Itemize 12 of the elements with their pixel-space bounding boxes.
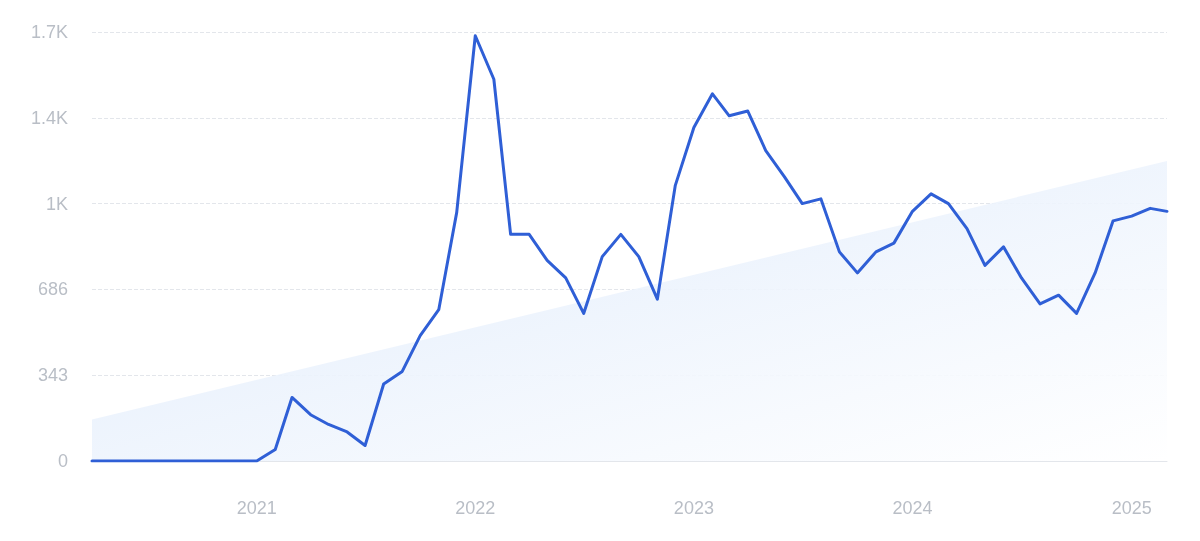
x-tick-label: 2024 [892,498,933,518]
x-tick-label: 2023 [673,498,714,518]
y-tick-label: 686 [37,279,68,300]
y-tick-label: 1.7K [30,22,68,42]
y-tick-label: 1.4K [30,107,68,128]
line-series [90,34,1169,463]
y-tick-label: 0 [57,451,68,471]
y-tick-label: 343 [37,365,68,386]
x-tick-label: 2021 [236,498,277,518]
y-tick-label: 1K [45,193,68,214]
x-tick-label: 2022 [455,498,496,518]
x-tick-label: 2025 [1111,498,1152,518]
